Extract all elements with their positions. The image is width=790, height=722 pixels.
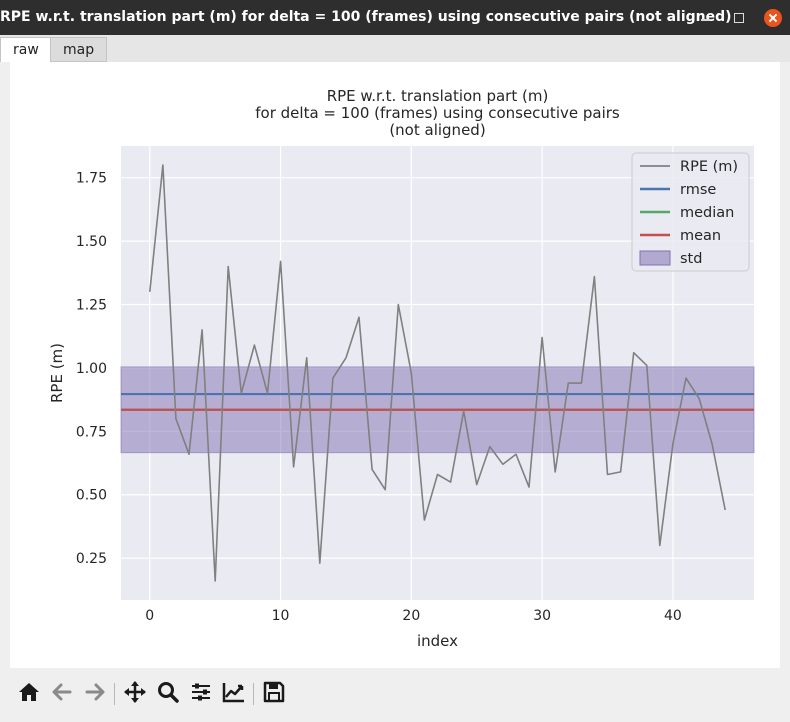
rpe-series-line [149,164,726,582]
y-axis-label: RPE (m) [48,343,66,403]
legend-box [631,152,750,272]
minimize-button[interactable] [690,0,720,35]
toolbar-separator [114,683,115,705]
pan-button[interactable] [121,678,149,706]
legend-rpe-label: RPE (m) [680,159,738,175]
pan-icon [124,681,146,703]
y-tick-label: 1.00 [76,361,107,377]
back-button[interactable] [48,678,76,706]
forward-button[interactable] [81,678,109,706]
zoom-icon [158,682,179,703]
zoom-button[interactable] [154,678,182,706]
x-tick-label: 10 [272,608,290,624]
chart-title-line: for delta = 100 (frames) using consecuti… [255,104,620,122]
legend-rmse-label: rmse [680,182,716,198]
configure-subplots-button[interactable] [187,678,215,706]
y-tick-label: 1.50 [76,234,107,250]
window-title: RPE w.r.t. translation part (m) for delt… [0,9,732,25]
legend-mean-label: mean [680,228,721,244]
y-tick-label: 0.75 [76,424,107,440]
save-icon [263,681,285,703]
legend-std-label: std [680,251,702,267]
x-tick-label: 40 [664,608,682,624]
rpe-chart: 0 10 20 30 40 0.25 0.50 0.75 1.00 1.25 1.50 1.75 ind… [48,87,755,650]
y-tick-label: 1.25 [76,298,107,314]
chart-title-line: RPE w.r.t. translation part (m) [327,87,549,105]
y-tick-label: 1.75 [76,171,107,187]
legend-median-label: median [680,205,734,221]
minimize-icon [700,18,710,21]
close-button[interactable] [758,0,788,35]
home-button[interactable] [15,678,43,706]
x-axis-label: index [417,632,458,650]
back-arrow-icon [52,683,72,701]
window-titlebar: RPE w.r.t. translation part (m) for delt… [0,0,790,35]
maximize-icon [734,12,744,23]
maximize-button[interactable] [724,0,754,35]
navigation-toolbar [10,675,780,711]
x-tick-label: 30 [533,608,551,624]
forward-arrow-icon [85,683,105,701]
toolbar-separator [253,683,254,705]
chart-title-line: (not aligned) [389,121,485,139]
tab-bar: raw map [0,35,790,62]
edit-axis-icon [222,683,244,703]
close-icon [764,8,782,27]
legend-std-swatch [639,250,671,266]
configure-subplots-icon [192,683,210,701]
tab-raw[interactable]: raw [0,37,52,62]
tab-map[interactable]: map [50,37,108,62]
x-tick-label: 20 [402,608,420,624]
save-button[interactable] [260,678,288,706]
edit-axis-button[interactable] [220,678,248,706]
plot-panel: 0 10 20 30 40 0.25 0.50 0.75 1.00 1.25 1.50 1.75 ind… [10,62,780,668]
x-tick-label: 0 [145,608,154,624]
home-icon [19,683,39,701]
y-tick-label: 0.25 [76,551,107,567]
y-tick-label: 0.50 [76,488,107,504]
